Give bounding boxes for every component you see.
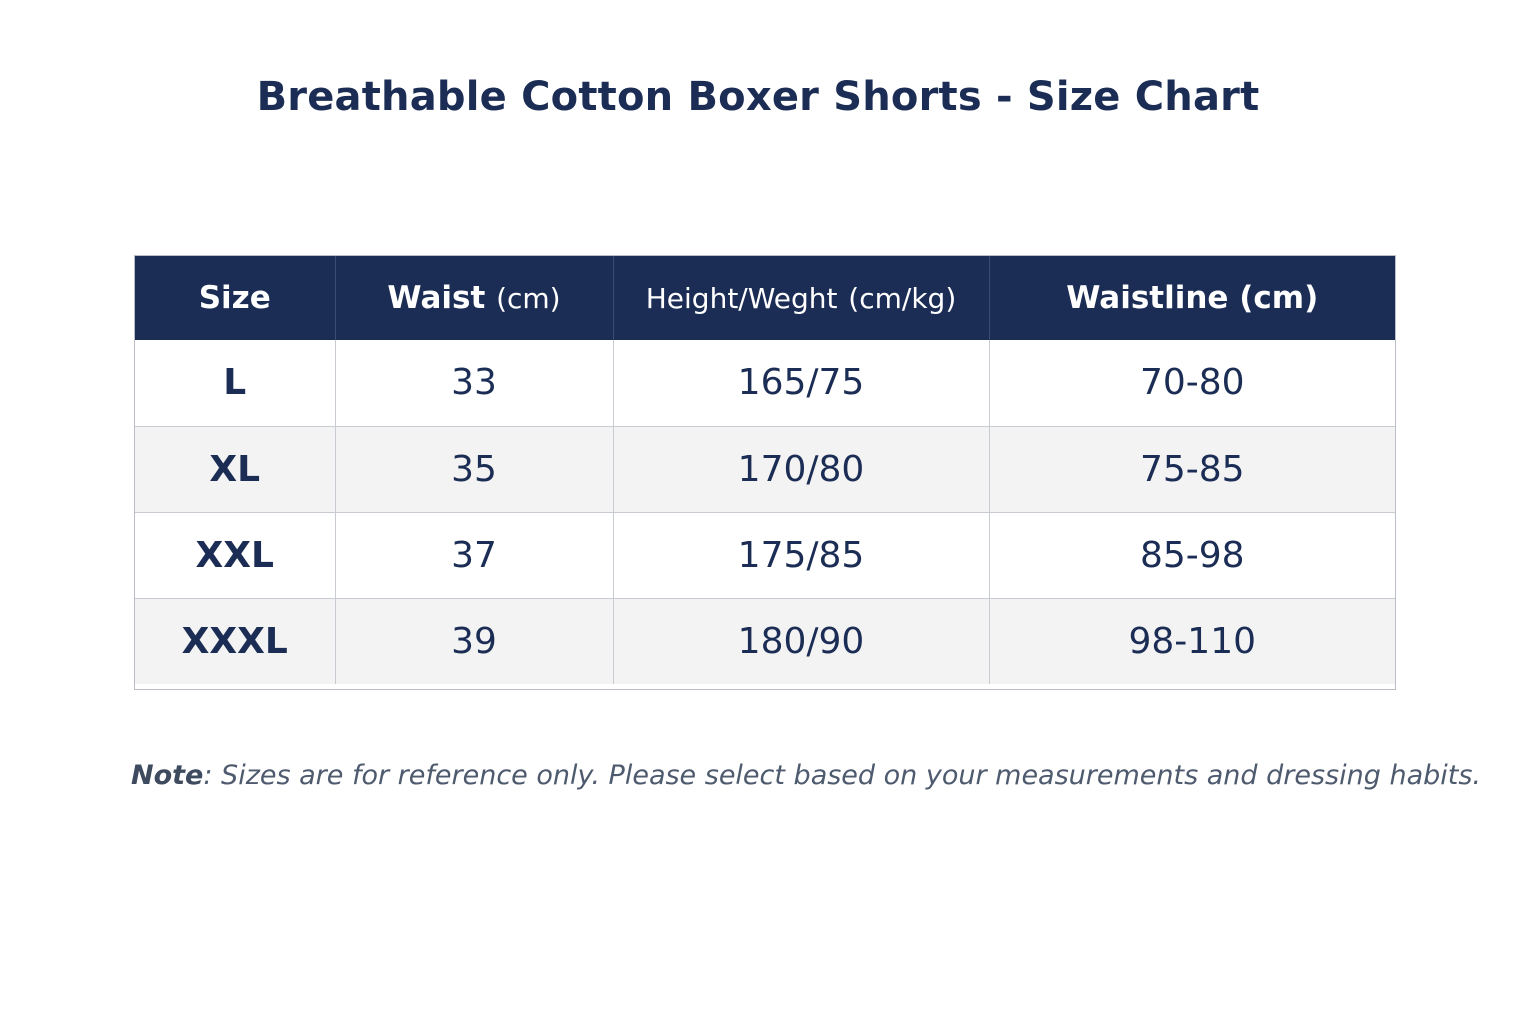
header-waistline: Waistline (cm) [988, 256, 1395, 340]
cell-size: L [223, 362, 247, 404]
header-height-weight-unit: (cm/kg) [848, 282, 957, 315]
cell-size: XXXL [135, 597, 335, 684]
cell-waist: 39 [334, 597, 613, 684]
cell-waistline: 70-80 [988, 340, 1395, 426]
cell-size: XL [135, 425, 335, 512]
cell-waistline: 75-85 [988, 425, 1395, 512]
header-waist: Waist (cm) [334, 256, 613, 340]
table-row: L 33 165/75 70-80 [135, 340, 1395, 426]
header-waistline-unit: (cm) [1239, 280, 1319, 316]
size-chart-table: Size Waist (cm) Height/Weght (cm/kg) Wai… [134, 255, 1396, 690]
cell-waist: 35 [334, 425, 613, 512]
cell-waist: 33 [334, 340, 613, 426]
header-height-weight: Height/Weght (cm/kg) [612, 256, 989, 340]
note-text: : Sizes are for reference only. Please s… [203, 760, 1481, 791]
table-row: XXL 37 175/85 85-98 [135, 511, 1395, 598]
header-waistline-label: Waistline [1066, 280, 1229, 316]
header-waist-unit: (cm) [496, 282, 561, 315]
header-size-label: Size [198, 280, 271, 316]
cell-height-weight: 175/85 [612, 511, 989, 598]
cell-waistline: 85-98 [988, 511, 1395, 598]
table-row: XXXL 39 180/90 98-110 [135, 597, 1395, 684]
footnote: Note: Sizes are for reference only. Plea… [131, 760, 1481, 791]
header-size: Size [135, 256, 335, 340]
cell-height-weight: 165/75 [612, 340, 989, 426]
header-height-weight-label: Height/Weght [645, 282, 838, 315]
table-row: XL 35 170/80 75-85 [135, 425, 1395, 512]
note-label: Note [131, 760, 204, 791]
cell-height-weight: 180/90 [612, 597, 989, 684]
header-waist-label: Waist [387, 280, 486, 316]
cell-height-weight: 170/80 [612, 425, 989, 512]
table-header-row: Size Waist (cm) Height/Weght (cm/kg) Wai… [135, 256, 1395, 340]
cell-waistline: 98-110 [988, 597, 1395, 684]
page-title: Breathable Cotton Boxer Shorts - Size Ch… [256, 74, 1260, 120]
cell-waist: 37 [334, 511, 613, 598]
cell-size: XXL [135, 511, 335, 598]
